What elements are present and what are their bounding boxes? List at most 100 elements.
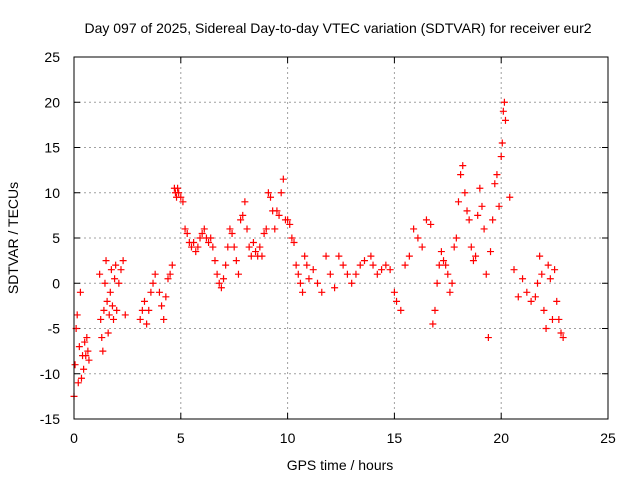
data-point [215, 279, 223, 287]
data-point [286, 220, 294, 228]
data-point [75, 343, 83, 351]
data-point [273, 207, 281, 215]
y-tick-label: 25 [44, 49, 60, 65]
data-point [369, 261, 377, 269]
data-point [499, 107, 507, 115]
data-point [476, 184, 484, 192]
data-point [164, 275, 172, 283]
data-point [247, 252, 255, 260]
data-point [501, 116, 509, 124]
data-point [401, 261, 409, 269]
data-point [290, 239, 298, 247]
data-point [198, 229, 206, 237]
x-tick-label: 0 [70, 430, 78, 446]
data-point [314, 279, 322, 287]
data-point [271, 225, 279, 233]
data-point [102, 257, 110, 265]
data-point [243, 225, 251, 233]
data-point [446, 288, 454, 296]
data-point [386, 266, 394, 274]
data-point [145, 306, 153, 314]
data-point [288, 234, 296, 242]
data-point [111, 275, 119, 283]
data-point [435, 261, 443, 269]
grid-lines [74, 57, 608, 419]
data-point [162, 293, 170, 301]
data-point [527, 297, 535, 305]
data-point [217, 284, 225, 292]
data-point [84, 347, 92, 355]
data-point [410, 225, 418, 233]
data-point [536, 252, 544, 260]
data-point [514, 293, 522, 301]
data-point [249, 239, 257, 247]
data-point [497, 153, 505, 161]
x-tick-label: 20 [493, 430, 509, 446]
data-point [461, 189, 469, 197]
data-point [467, 243, 475, 251]
data-point [360, 257, 368, 265]
data-point [478, 202, 486, 210]
data-point [343, 270, 351, 278]
data-point [85, 356, 93, 364]
data-point [96, 270, 104, 278]
data-point [260, 229, 268, 237]
data-point [498, 139, 506, 147]
data-point [309, 266, 317, 274]
data-point [232, 257, 240, 265]
data-point [491, 180, 499, 188]
data-point [222, 261, 230, 269]
y-tick-label: 15 [44, 140, 60, 156]
data-point [510, 266, 518, 274]
data-point [121, 311, 129, 319]
data-point [97, 315, 105, 323]
data-point [177, 193, 185, 201]
data-point [367, 252, 375, 260]
data-point [226, 225, 234, 233]
data-point [112, 261, 120, 269]
data-point [352, 270, 360, 278]
data-point [555, 315, 563, 323]
data-point [241, 198, 249, 206]
data-point [187, 243, 195, 251]
data-point [326, 270, 334, 278]
chart-title: Day 097 of 2025, Sidereal Day-to-day VTE… [84, 20, 591, 36]
data-point [101, 279, 109, 287]
data-point [175, 189, 183, 197]
data-point [305, 275, 313, 283]
data-point [181, 225, 189, 233]
data-point [71, 361, 79, 369]
data-point [459, 162, 467, 170]
data-point [442, 261, 450, 269]
data-point [480, 225, 488, 233]
data-point [523, 288, 531, 296]
data-point [390, 288, 398, 296]
data-point [83, 334, 91, 342]
x-tick-labels: 0 5 10 15 20 25 [70, 430, 616, 446]
data-point [540, 306, 548, 314]
data-point [463, 207, 471, 215]
data-point [143, 320, 151, 328]
data-point [382, 261, 390, 269]
y-tick-label: 5 [52, 230, 60, 246]
data-point [429, 320, 437, 328]
data-point [559, 334, 567, 342]
data-point [538, 270, 546, 278]
data-point [348, 279, 356, 287]
data-point [207, 234, 215, 242]
data-point [553, 297, 561, 305]
data-point [484, 334, 492, 342]
data-point [183, 229, 191, 237]
data-point [104, 329, 112, 337]
data-point [397, 306, 405, 314]
data-point [318, 288, 326, 296]
data-point [151, 270, 159, 278]
data-point [284, 216, 292, 224]
data-point [534, 279, 542, 287]
data-point [431, 306, 439, 314]
x-tick-label: 15 [387, 430, 403, 446]
data-point [192, 248, 200, 256]
data-point [303, 261, 311, 269]
data-point [296, 279, 304, 287]
